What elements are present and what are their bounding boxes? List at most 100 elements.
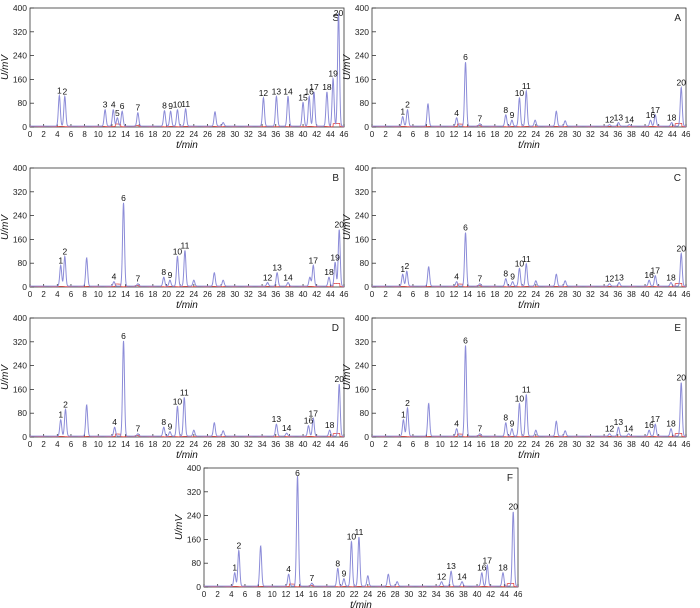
peak-label: 4 xyxy=(286,564,291,574)
peak-label: 15 xyxy=(298,92,308,102)
peak-label: 16 xyxy=(304,86,314,96)
peak-label: 18 xyxy=(324,267,334,277)
x-tick-label: 34 xyxy=(600,290,609,299)
peak-label: 9 xyxy=(168,270,173,280)
x-tick-label: 30 xyxy=(572,130,581,139)
plot-frame xyxy=(371,167,687,288)
y-axis-label: U/mV xyxy=(174,514,185,540)
peak-label: 16 xyxy=(646,110,656,120)
x-tick-label: 30 xyxy=(230,130,239,139)
y-tick-label: 0 xyxy=(364,282,369,292)
peak-label: 13 xyxy=(614,273,624,283)
x-tick-label: 24 xyxy=(189,290,198,299)
peak-label: 20 xyxy=(508,502,518,512)
y-tick-label: 80 xyxy=(360,258,370,268)
x-tick-label: 44 xyxy=(326,290,335,299)
peak-label: 8 xyxy=(335,558,340,568)
x-tick-label: 44 xyxy=(668,290,677,299)
x-tick-label: 38 xyxy=(285,290,294,299)
peak-label: 17 xyxy=(483,555,493,565)
x-tick-label: 6 xyxy=(411,130,416,139)
x-tick-label: 38 xyxy=(285,440,294,449)
x-tick-label: 36 xyxy=(271,130,280,139)
panel-label: F xyxy=(507,473,513,484)
y-tick-label: 80 xyxy=(360,98,370,108)
y-tick-label: 160 xyxy=(355,234,369,244)
x-tick-label: 34 xyxy=(258,130,267,139)
peak-label: 14 xyxy=(283,86,293,96)
x-tick-label: 32 xyxy=(586,440,595,449)
x-tick-label: 38 xyxy=(285,130,294,139)
peak-label: 20 xyxy=(676,373,686,383)
peak-label: 10 xyxy=(347,531,357,541)
peak-label: 17 xyxy=(309,408,319,418)
peak-label: 4 xyxy=(112,272,117,282)
panel-label: A xyxy=(674,13,681,24)
x-tick-label: 14 xyxy=(121,440,130,449)
x-tick-label: 46 xyxy=(514,590,523,599)
y-tick-label: 160 xyxy=(187,534,201,544)
peak-label: 10 xyxy=(173,396,183,406)
x-tick-label: 24 xyxy=(363,590,372,599)
x-tick-label: 10 xyxy=(94,440,103,449)
peak-label: 18 xyxy=(666,419,676,429)
x-tick-label: 16 xyxy=(309,590,318,599)
x-tick-label: 12 xyxy=(449,440,458,449)
peak-label: 11 xyxy=(181,240,190,250)
x-tick-label: 36 xyxy=(613,440,622,449)
x-tick-label: 0 xyxy=(370,440,375,449)
x-tick-label: 10 xyxy=(436,290,445,299)
x-tick-label: 4 xyxy=(397,440,402,449)
peak-label: 10 xyxy=(515,393,525,403)
x-tick-label: 14 xyxy=(121,290,130,299)
x-tick-label: 8 xyxy=(256,590,261,599)
peak-label: 5 xyxy=(115,108,120,118)
x-tick-label: 32 xyxy=(244,440,253,449)
x-tick-label: 18 xyxy=(322,590,331,599)
y-tick-label: 400 xyxy=(187,463,201,473)
y-tick-label: 240 xyxy=(13,361,27,371)
y-tick-label: 80 xyxy=(360,408,370,418)
peak-label: 11 xyxy=(180,387,189,397)
x-tick-label: 22 xyxy=(176,290,185,299)
peak-label: 2 xyxy=(236,540,241,550)
y-tick-label: 320 xyxy=(13,337,27,347)
peak-label: 12 xyxy=(605,424,615,434)
y-tick-label: 80 xyxy=(18,258,28,268)
x-tick-label: 24 xyxy=(189,130,198,139)
x-tick-label: 12 xyxy=(449,290,458,299)
peak-label: 13 xyxy=(446,561,456,571)
peak-label: 10 xyxy=(515,258,525,268)
peak-label: 19 xyxy=(328,69,338,79)
peak-label: 18 xyxy=(498,563,508,573)
x-tick-label: 6 xyxy=(411,440,416,449)
x-axis-label: t/min xyxy=(518,300,540,311)
x-axis-label: t/min xyxy=(518,450,540,461)
peak-label: 9 xyxy=(168,422,173,432)
x-tick-label: 12 xyxy=(281,590,290,599)
y-axis-label: U/mV xyxy=(0,54,11,80)
x-tick-label: 16 xyxy=(477,130,486,139)
x-tick-label: 42 xyxy=(654,440,663,449)
x-tick-label: 44 xyxy=(500,590,509,599)
x-tick-label: 16 xyxy=(135,290,144,299)
x-tick-label: 42 xyxy=(312,440,321,449)
x-tick-label: 30 xyxy=(572,290,581,299)
y-tick-label: 160 xyxy=(13,234,27,244)
x-tick-label: 28 xyxy=(559,290,568,299)
x-tick-label: 36 xyxy=(613,290,622,299)
peak-label: 8 xyxy=(503,413,508,423)
x-tick-label: 0 xyxy=(28,440,33,449)
peak-label: 6 xyxy=(120,101,125,111)
x-tick-label: 24 xyxy=(531,290,540,299)
x-tick-label: 42 xyxy=(312,290,321,299)
y-tick-label: 240 xyxy=(13,211,27,221)
peak-label: 17 xyxy=(651,414,661,424)
x-tick-label: 46 xyxy=(340,130,349,139)
x-tick-label: 32 xyxy=(244,290,253,299)
blank-trace xyxy=(29,433,345,438)
peak-label: 4 xyxy=(454,272,459,282)
peak-label: 1 xyxy=(400,107,405,117)
x-tick-label: 40 xyxy=(641,440,650,449)
